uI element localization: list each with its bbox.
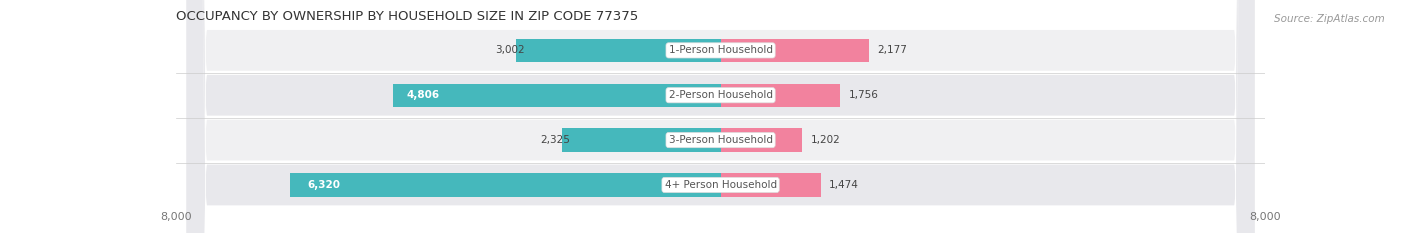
Bar <box>394 84 721 107</box>
Text: 2-Person Household: 2-Person Household <box>669 90 772 100</box>
Bar <box>721 84 841 107</box>
Text: 1,756: 1,756 <box>848 90 879 100</box>
Text: 1,474: 1,474 <box>830 180 859 190</box>
Text: 2,177: 2,177 <box>877 45 907 55</box>
Text: 3,002: 3,002 <box>495 45 524 55</box>
Bar <box>721 128 803 152</box>
Text: 3-Person Household: 3-Person Household <box>669 135 772 145</box>
Bar <box>721 173 821 197</box>
Bar <box>721 173 821 197</box>
Text: 1,202: 1,202 <box>811 135 841 145</box>
Text: OCCUPANCY BY OWNERSHIP BY HOUSEHOLD SIZE IN ZIP CODE 77375: OCCUPANCY BY OWNERSHIP BY HOUSEHOLD SIZE… <box>176 10 638 23</box>
Bar <box>516 39 721 62</box>
FancyBboxPatch shape <box>187 0 1254 233</box>
Text: 4,806: 4,806 <box>406 90 440 100</box>
Bar <box>290 173 721 197</box>
FancyBboxPatch shape <box>187 0 1254 233</box>
Bar <box>721 39 869 62</box>
Text: 1-Person Household: 1-Person Household <box>669 45 772 55</box>
Text: Source: ZipAtlas.com: Source: ZipAtlas.com <box>1274 14 1385 24</box>
Bar <box>562 128 721 152</box>
FancyBboxPatch shape <box>187 0 1254 233</box>
Text: 4+ Person Household: 4+ Person Household <box>665 180 776 190</box>
Bar <box>721 39 869 62</box>
Bar <box>721 84 841 107</box>
FancyBboxPatch shape <box>187 0 1254 233</box>
Bar <box>721 128 803 152</box>
Text: 6,320: 6,320 <box>308 180 340 190</box>
Text: 2,325: 2,325 <box>540 135 571 145</box>
